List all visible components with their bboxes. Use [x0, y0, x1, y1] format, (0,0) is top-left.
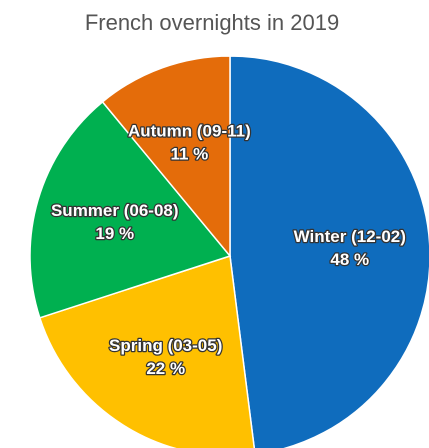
slice-label: Spring (03-05): [109, 336, 222, 355]
chart-title: French overnights in 2019: [85, 10, 339, 35]
pie-slice: [101, 55, 231, 259]
pie-slice: [229, 55, 429, 448]
slice-value-label: 22 %: [146, 359, 185, 378]
slice-value-label: 11 %: [170, 145, 208, 164]
slice-label: Summer (06-08): [51, 201, 179, 220]
slice-label: Autumn (09-11): [128, 122, 251, 141]
pie-slice: [29, 100, 232, 319]
slice-value-label: 19 %: [95, 224, 134, 243]
slice-value-label: 48 %: [330, 250, 369, 269]
pie-slice: [38, 255, 256, 448]
slice-label: Winter (12-02): [294, 227, 406, 246]
